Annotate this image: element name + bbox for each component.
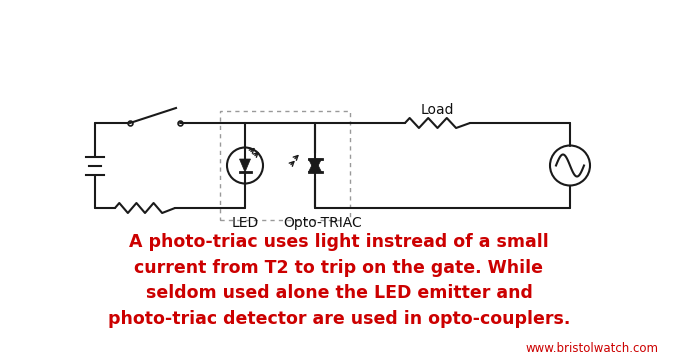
Polygon shape (239, 159, 250, 172)
Text: LED: LED (231, 216, 258, 230)
Text: www.bristolwatch.com: www.bristolwatch.com (525, 342, 658, 355)
Polygon shape (308, 159, 321, 172)
Polygon shape (308, 159, 321, 172)
Text: Opto-TRIAC: Opto-TRIAC (283, 216, 362, 230)
Bar (220, 111, 350, 220)
Text: A photo-triac uses light instread of a small
current from T2 to trip on the gate: A photo-triac uses light instread of a s… (108, 233, 570, 328)
Text: Load: Load (421, 103, 454, 117)
